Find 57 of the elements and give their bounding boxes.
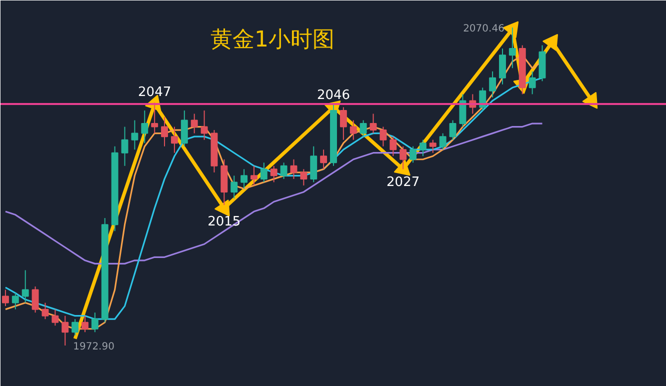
candlestick [62,315,69,346]
candlestick [32,286,39,314]
candlestick [489,70,496,98]
candlestick [410,146,417,164]
data-label: 2027 [386,175,420,190]
candlestick [121,126,128,166]
candlestick [429,139,436,154]
candlestick [180,110,188,147]
candlestick [200,110,208,140]
candlestick [42,302,49,320]
candlestick [528,70,536,95]
candlestick [449,120,456,140]
candlestick [270,165,278,183]
annotation: 1972.90 [73,342,114,352]
candlestick [141,110,148,144]
annotation: 2070.46 [463,24,504,34]
candlestick [360,120,367,138]
point [542,34,558,51]
candlestick [290,158,298,180]
candlestick [459,94,466,128]
candlestick [310,146,318,183]
candlestick [340,106,347,140]
chart-title: 黄金1小时图 [210,28,334,52]
candlestick [170,126,178,154]
candlestick [300,168,308,186]
candlestick [22,270,29,304]
candlestick [439,132,446,150]
data-label: 2015 [208,214,241,230]
point [394,160,410,176]
candlestick [380,126,387,147]
candlestick [72,318,79,336]
candlestick [91,312,98,333]
candlestick [419,139,426,157]
candlestick [82,315,88,333]
candlestick [190,113,198,134]
data-label: 2047 [138,84,172,100]
data-label: 2046 [316,88,350,104]
candlestick [161,116,168,147]
candlestick [370,113,377,134]
candlestick [151,102,158,134]
candlestick [2,289,9,307]
candlestick [52,308,59,326]
candlestick [508,27,516,69]
candlestick [320,149,328,170]
candlestick [390,136,397,157]
candlestick [400,146,407,170]
candlestick [260,162,268,183]
candlestick [499,48,506,85]
candlestick [250,165,258,186]
candlestick [12,292,19,310]
candlestick [280,162,288,180]
candlestick [240,168,248,190]
point [214,199,230,216]
point [502,21,519,38]
candlestick [350,120,357,140]
candlestick [131,120,138,150]
candlestick [230,175,238,199]
